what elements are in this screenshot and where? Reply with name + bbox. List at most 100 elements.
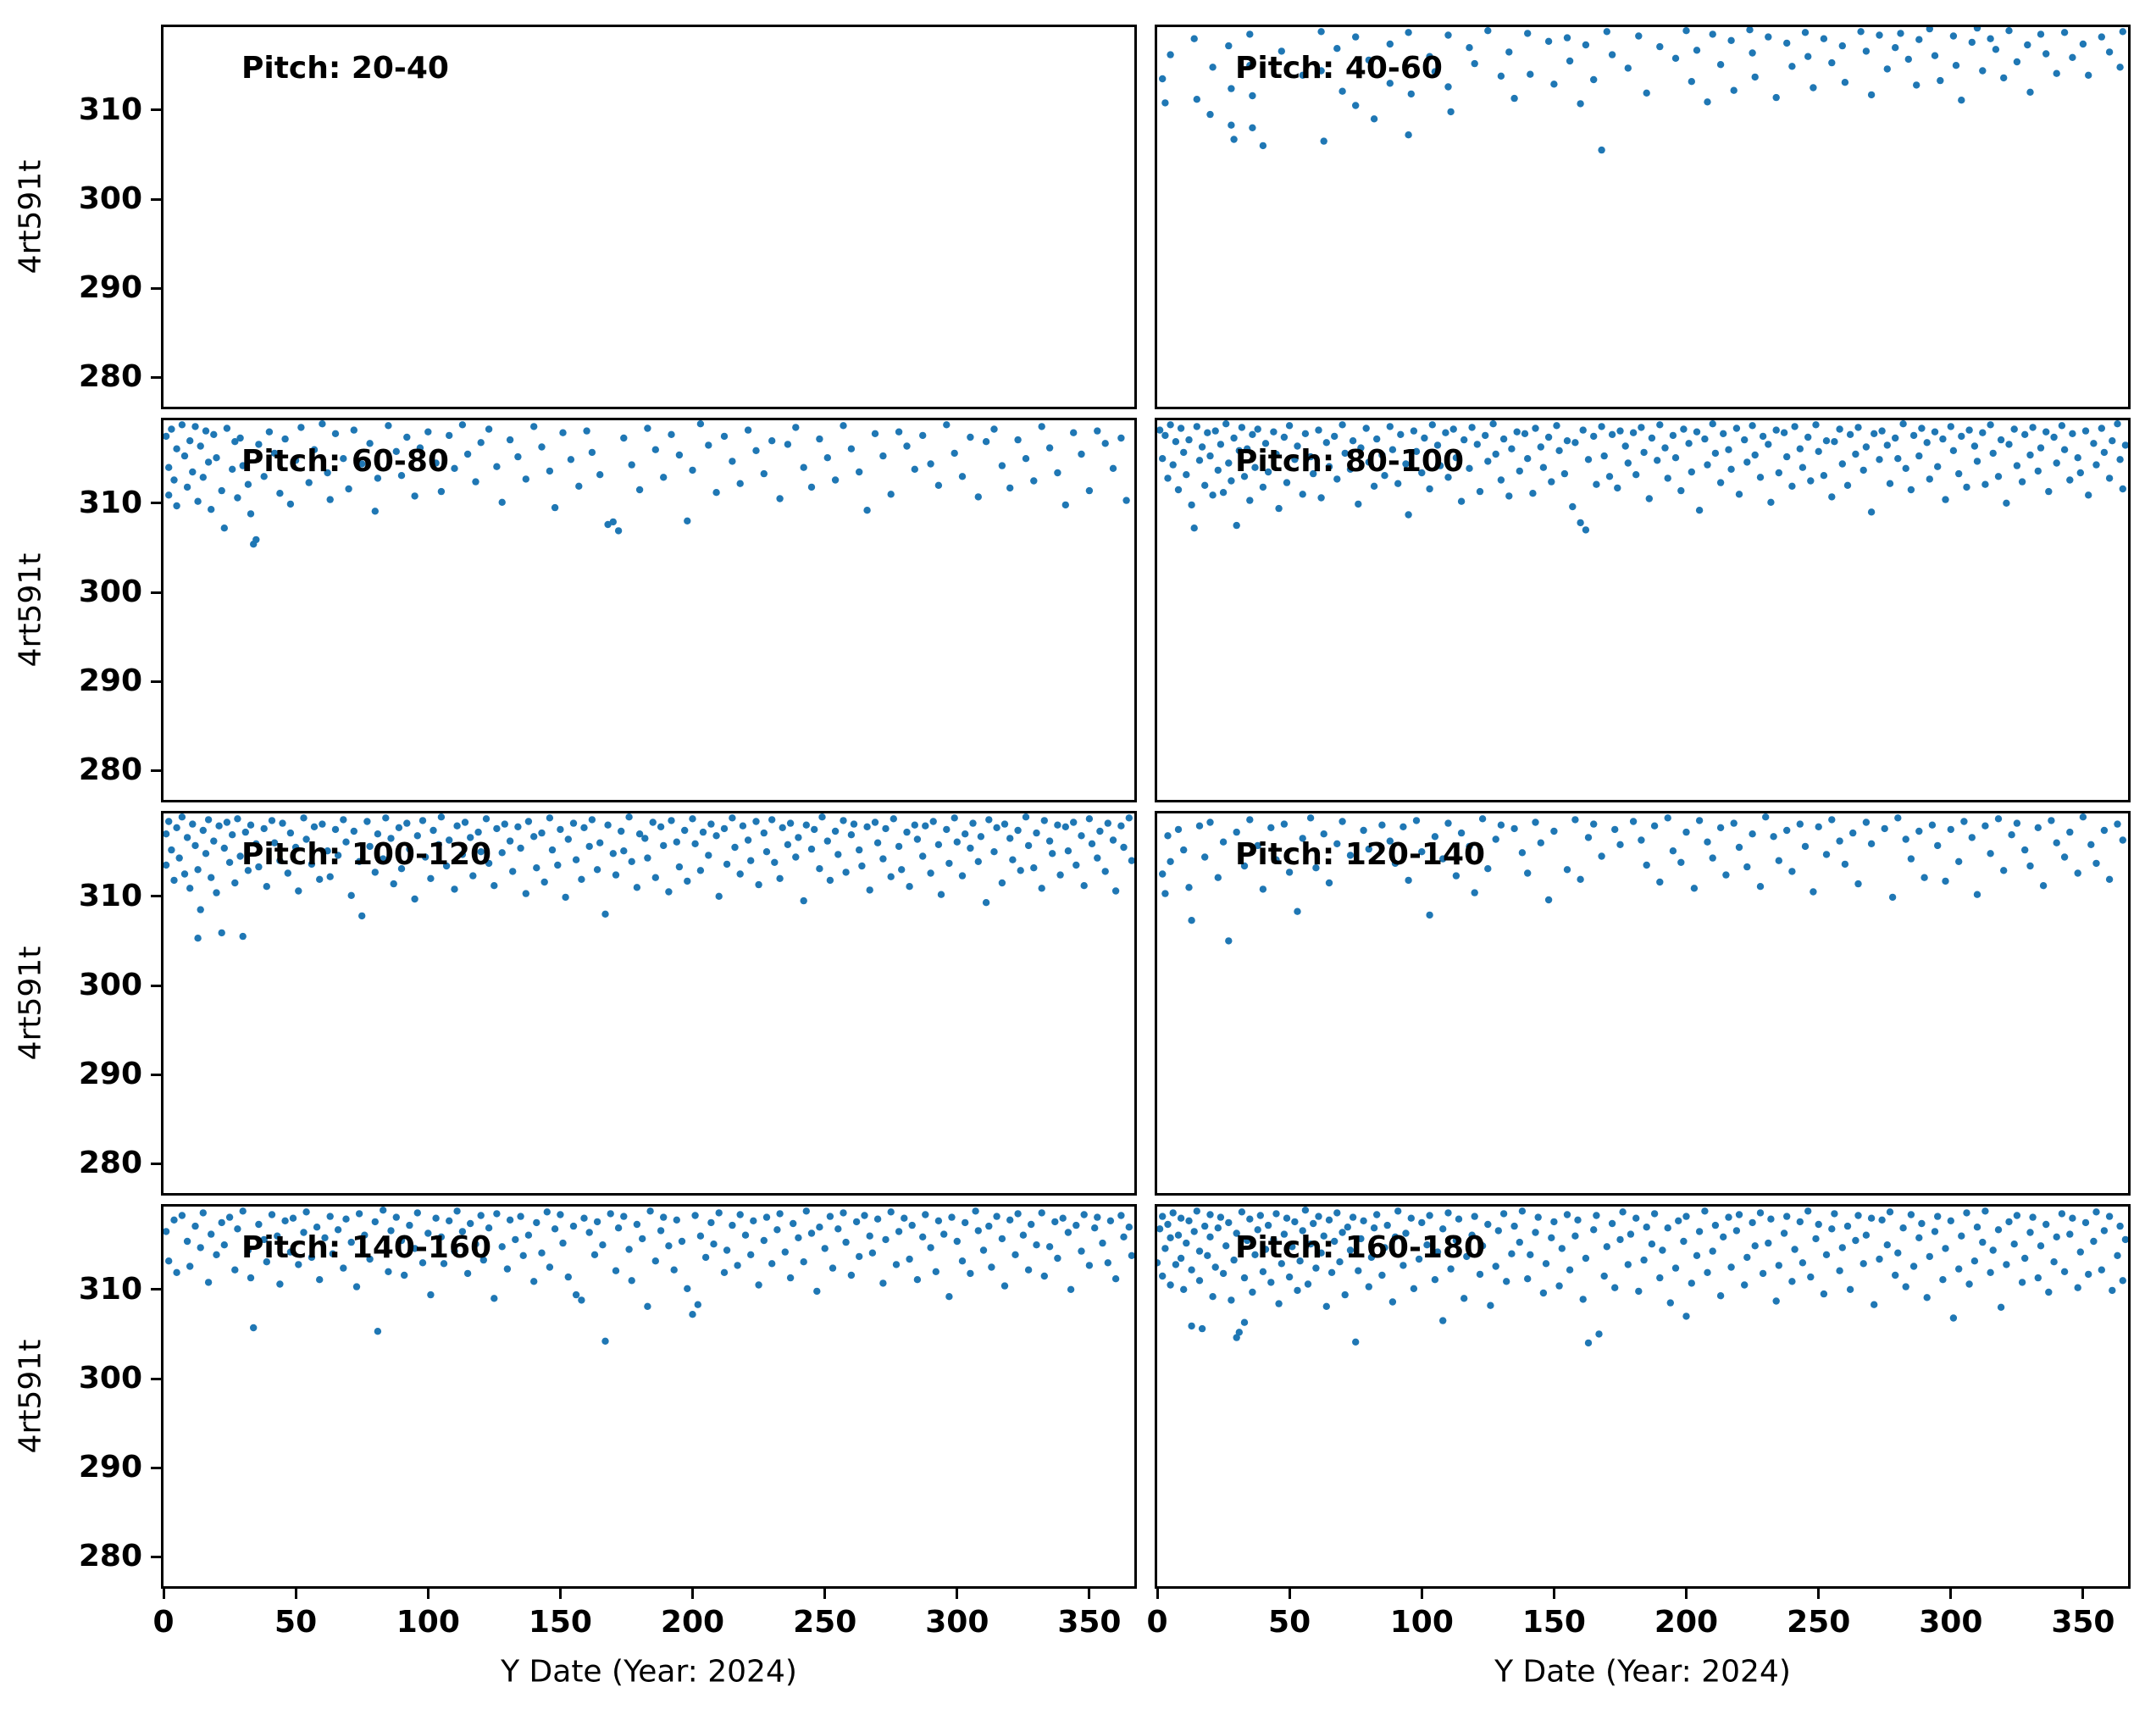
data-point [1070,819,1078,826]
data-point [908,1221,916,1229]
data-point [816,865,823,873]
data-point [1524,455,1532,463]
data-point [705,441,712,449]
data-point [1436,462,1444,469]
data-point [1947,423,1954,430]
data-point [1078,832,1085,840]
data-point [564,835,572,843]
data-point [1741,1281,1749,1289]
data-point [1386,423,1394,430]
data-point [1125,1224,1133,1231]
data-point [927,1244,934,1252]
data-point [548,846,557,854]
data-point [1788,482,1796,490]
data-point [1336,1258,1344,1266]
pitch-annotation: Pitch: 60-80 [241,444,449,479]
data-point [255,863,263,871]
data-point [334,852,342,859]
data-point [1306,1240,1315,1248]
data-point [982,438,990,446]
data-point [668,430,675,438]
data-point [1466,842,1473,851]
data-point [204,816,213,824]
data-point [1931,52,1939,59]
data-point [1741,436,1749,444]
data-point [1775,1262,1782,1269]
data-point [194,497,202,505]
x-tick-label: 100 [396,1605,460,1640]
data-point [972,1207,979,1215]
data-point [165,463,173,471]
data-point [1209,1293,1217,1301]
data-point [1598,146,1605,154]
y-tick-label: 300 [78,1361,142,1396]
y-tick-label: 280 [78,752,142,788]
data-point [2098,1266,2105,1274]
scatter-points [164,1207,1134,1345]
data-point [1701,1207,1709,1215]
data-point [1033,829,1040,837]
data-point [649,819,657,826]
data-point [739,822,747,830]
data-point [1061,823,1070,830]
data-point [424,1229,432,1237]
data-point [1338,1229,1346,1236]
data-point [371,869,379,876]
data-point [1902,835,1909,843]
data-point [1259,1268,1267,1275]
data-point [1854,1212,1862,1219]
data-point [1965,1280,1973,1288]
data-point [1979,429,1987,436]
data-point [329,1250,336,1257]
data-point [1643,861,1650,869]
data-point [1457,497,1466,505]
data-point [2008,831,2015,839]
data-point [1527,1251,1534,1258]
data-point [1539,1289,1548,1297]
data-point [1918,425,1926,432]
x-tick-mark [162,1589,165,1599]
data-point [1094,427,1101,435]
subplot-pitch-40-60: Pitch: 40-60 [1155,25,2131,409]
data-point [967,433,974,441]
data-point [1251,1251,1259,1258]
data-point [1720,1233,1727,1240]
data-point [792,424,800,431]
y-tick-label: 300 [78,181,142,216]
data-point [281,1217,289,1224]
data-point [1590,432,1598,441]
data-point [165,1257,173,1265]
data-point [1635,1287,1643,1296]
data-point [244,867,252,874]
data-point [834,851,842,858]
data-point [953,838,961,846]
data-point [411,492,418,500]
data-point [856,1252,863,1261]
data-point [1206,819,1214,826]
data-point [1167,1234,1174,1241]
data-point [1783,452,1791,461]
data-point [1349,437,1357,445]
data-point [2114,420,2121,428]
data-point [1716,61,1725,69]
data-point [871,430,879,437]
data-point [729,814,736,822]
data-point [1669,431,1677,440]
data-point [1949,32,1958,40]
pitch-annotation: Pitch: 140-160 [241,1230,492,1265]
data-point [291,843,300,852]
data-point [768,1260,776,1268]
data-point [2003,1261,2010,1268]
data-point [1067,1285,1075,1293]
data-point [1981,822,1989,830]
data-point [406,1221,413,1229]
data-point [250,1324,258,1332]
data-point [1038,885,1045,892]
data-point [601,1337,609,1345]
data-point [1931,1228,1939,1235]
data-point [974,493,982,501]
data-point [1751,73,1759,81]
data-point [1505,492,1513,500]
x-tick-mark [956,1589,959,1599]
data-point [1045,837,1054,845]
